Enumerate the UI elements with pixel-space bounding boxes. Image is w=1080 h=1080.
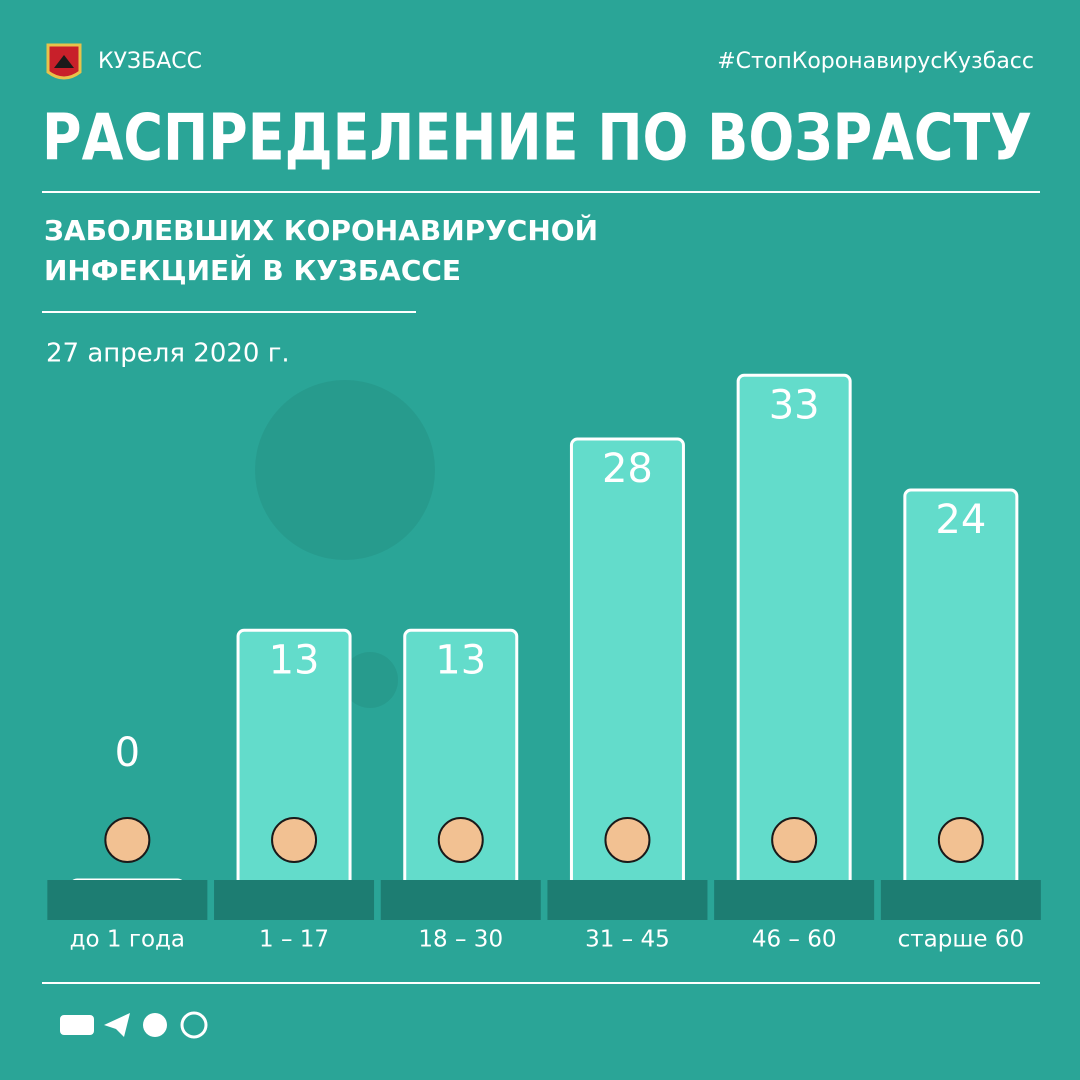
person-icon — [771, 817, 818, 863]
date: 27 апреля 2020 г. — [46, 339, 290, 369]
x-tick-label: 1 – 17 — [259, 927, 329, 953]
value-label: 28 — [602, 446, 653, 492]
person-icon — [437, 817, 484, 863]
value-label: 0 — [115, 730, 140, 776]
person-icon — [271, 817, 318, 863]
vk-icon — [60, 1015, 94, 1035]
platform — [380, 880, 541, 920]
x-tick-label: 31 – 45 — [585, 927, 670, 953]
hashtag: #СтопКоронавирусКузбасс — [717, 49, 1034, 74]
virus-decoration — [255, 380, 435, 708]
value-label: 13 — [269, 637, 320, 683]
social-icons — [60, 1011, 208, 1039]
person-icon — [104, 817, 151, 863]
platform — [214, 880, 375, 920]
ok-icon — [143, 1013, 167, 1037]
telegram-icon — [104, 1013, 130, 1037]
x-tick-label: старше 60 — [898, 927, 1025, 953]
subtitle: ЗАБОЛЕВШИХ КОРОНАВИРУСНОЙ — [44, 213, 598, 247]
platform — [880, 880, 1041, 920]
person-icon — [604, 817, 651, 863]
platform — [47, 880, 208, 920]
bar — [736, 373, 852, 892]
value-label: 24 — [935, 497, 986, 543]
brand: КУЗБАСС — [98, 49, 202, 74]
x-tick-label: 46 – 60 — [752, 927, 837, 953]
value-label: 33 — [769, 382, 820, 428]
x-tick-label: до 1 года — [70, 927, 185, 953]
chart-title: РАСПРЕДЕЛЕНИЕ ПО ВОЗРАСТУ — [42, 102, 1032, 176]
x-tick-label: 18 – 30 — [418, 927, 503, 953]
subtitle: ИНФЕКЦИЕЙ В КУЗБАССЕ — [44, 253, 461, 287]
logo — [46, 43, 82, 80]
platform — [547, 880, 708, 920]
value-label: 13 — [435, 637, 486, 683]
platform — [714, 880, 875, 920]
viber-icon — [180, 1011, 208, 1039]
person-icon — [937, 817, 984, 863]
